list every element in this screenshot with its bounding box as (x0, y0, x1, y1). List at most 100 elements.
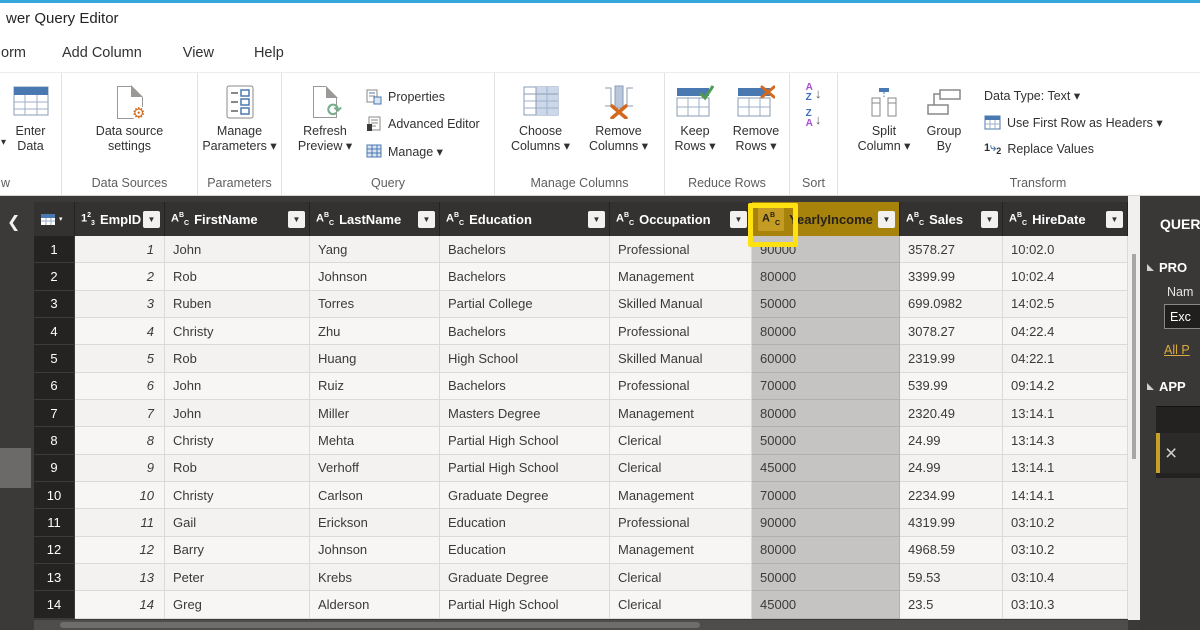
advanced-editor-button[interactable]: Advanced Editor (366, 113, 480, 135)
cell-firstname[interactable]: Peter (165, 564, 310, 592)
cell-education[interactable]: Partial High School (440, 427, 610, 455)
cell-sales[interactable]: 539.99 (900, 372, 1003, 401)
column-type-icon[interactable]: ABC (616, 211, 635, 227)
cell-lastname[interactable]: Johnson (310, 263, 440, 291)
cell-hiredate[interactable]: 03:10.3 (1003, 591, 1128, 619)
cell-empid[interactable]: 10 (75, 482, 165, 510)
cell-occupation[interactable]: Clerical (610, 591, 752, 619)
cell-empid[interactable]: 14 (75, 591, 165, 619)
cell-firstname[interactable]: John (165, 372, 310, 401)
row-number[interactable]: 6 (34, 372, 75, 401)
column-type-icon[interactable]: 123 (81, 211, 95, 227)
cell-occupation[interactable]: Clerical (610, 427, 752, 455)
cell-occupation[interactable]: Professional (610, 236, 752, 264)
choose-columns-button[interactable]: Choose Columns ▾ (506, 80, 576, 154)
cell-firstname[interactable]: Christy (165, 427, 310, 455)
column-type-icon[interactable]: ABC (906, 211, 925, 227)
cell-yearlyincome[interactable]: 80000 (752, 263, 900, 291)
cell-education[interactable]: High School (440, 345, 610, 373)
all-properties-link[interactable]: All P (1164, 343, 1190, 357)
cell-hiredate[interactable]: 03:10.2 (1003, 536, 1128, 565)
cell-occupation[interactable]: Professional (610, 372, 752, 401)
tab-transform-clipped[interactable]: orm (1, 44, 26, 61)
sort-ascending-button[interactable]: A Z ↓ (805, 82, 822, 103)
horizontal-scrollbar-thumb[interactable] (60, 622, 700, 628)
split-column-button[interactable]: Split Column ▾ (856, 80, 912, 154)
cell-education[interactable]: Partial High School (440, 591, 610, 619)
row-number[interactable]: 14 (34, 591, 75, 619)
cell-sales[interactable]: 24.99 (900, 454, 1003, 483)
cell-empid[interactable]: 12 (75, 536, 165, 565)
cell-firstname[interactable]: Rob (165, 263, 310, 291)
column-type-icon[interactable]: ABC (758, 206, 785, 232)
applied-step-selected[interactable]: × (1156, 433, 1200, 473)
cell-hiredate[interactable]: 13:14.1 (1003, 454, 1128, 483)
row-number[interactable]: 11 (34, 509, 75, 537)
sort-descending-button[interactable]: Z A ↓ (805, 108, 822, 129)
cell-hiredate[interactable]: 10:02.4 (1003, 263, 1128, 291)
column-header-empid[interactable]: 123 EmpID ▼ (75, 202, 165, 236)
vertical-scrollbar[interactable] (1128, 196, 1140, 620)
tab-view[interactable]: View (182, 44, 214, 61)
cell-occupation[interactable]: Management (610, 536, 752, 565)
cell-occupation[interactable]: Management (610, 400, 752, 428)
cell-yearlyincome[interactable]: 90000 (752, 509, 900, 537)
cell-occupation[interactable]: Management (610, 263, 752, 291)
row-number[interactable]: 13 (34, 564, 75, 592)
cell-hiredate[interactable]: 03:10.4 (1003, 564, 1128, 592)
horizontal-scrollbar[interactable] (34, 620, 1128, 630)
column-type-icon[interactable]: ABC (171, 211, 190, 227)
properties-button[interactable]: Properties (366, 86, 480, 108)
remove-columns-button[interactable]: Remove Columns ▾ (584, 80, 654, 154)
cell-yearlyincome[interactable]: 70000 (752, 482, 900, 510)
manage-parameters-button[interactable]: Manage Parameters ▾ (198, 80, 281, 154)
use-first-row-button[interactable]: Use First Row as Headers ▾ (984, 111, 1163, 133)
table-menu-icon[interactable]: ▾ (40, 213, 63, 226)
cell-empid[interactable]: 4 (75, 318, 165, 346)
cell-firstname[interactable]: Rob (165, 345, 310, 373)
keep-rows-button[interactable]: Keep Rows ▾ (669, 80, 721, 154)
cell-empid[interactable]: 13 (75, 564, 165, 592)
column-header-sales[interactable]: ABC Sales ▼ (900, 202, 1003, 236)
cell-sales[interactable]: 2234.99 (900, 482, 1003, 510)
cell-sales[interactable]: 3399.99 (900, 263, 1003, 291)
cell-education[interactable]: Graduate Degree (440, 564, 610, 592)
manage-button[interactable]: Manage ▾ (366, 140, 480, 162)
cell-empid[interactable]: 2 (75, 263, 165, 291)
cell-firstname[interactable]: Christy (165, 318, 310, 346)
tab-help[interactable]: Help (253, 44, 284, 61)
cell-sales[interactable]: 59.53 (900, 564, 1003, 592)
replace-values-button[interactable]: 1⤷2 Replace Values (984, 138, 1163, 160)
enter-data-button[interactable]: Enter Data (0, 80, 61, 154)
cell-lastname[interactable]: Huang (310, 345, 440, 373)
cell-yearlyincome[interactable]: 50000 (752, 564, 900, 592)
column-header-lastname[interactable]: ABC LastName ▼ (310, 202, 440, 236)
cell-lastname[interactable]: Torres (310, 290, 440, 319)
cell-firstname[interactable]: Barry (165, 536, 310, 565)
cell-hiredate[interactable]: 04:22.4 (1003, 318, 1128, 346)
row-number[interactable]: 12 (34, 536, 75, 565)
cell-yearlyincome[interactable]: 50000 (752, 427, 900, 455)
select-all-cell[interactable]: ▾ (34, 202, 75, 236)
cell-yearlyincome[interactable]: 60000 (752, 345, 900, 373)
cell-yearlyincome[interactable]: 90000 (752, 236, 900, 264)
cell-yearlyincome[interactable]: 80000 (752, 400, 900, 428)
cell-lastname[interactable]: Erickson (310, 509, 440, 537)
cell-yearlyincome[interactable]: 80000 (752, 536, 900, 565)
queries-pane-handle[interactable] (0, 448, 31, 488)
column-type-icon[interactable]: ABC (446, 211, 465, 227)
cell-sales[interactable]: 4968.59 (900, 536, 1003, 565)
cell-lastname[interactable]: Miller (310, 400, 440, 428)
cell-occupation[interactable]: Professional (610, 509, 752, 537)
cell-lastname[interactable]: Zhu (310, 318, 440, 346)
cell-education[interactable]: Education (440, 536, 610, 565)
cell-education[interactable]: Education (440, 509, 610, 537)
cell-empid[interactable]: 11 (75, 509, 165, 537)
column-header-occupation[interactable]: ABC Occupation ▼ (610, 202, 752, 236)
cell-education[interactable]: Bachelors (440, 372, 610, 401)
cell-yearlyincome[interactable]: 45000 (752, 454, 900, 483)
cell-hiredate[interactable]: 14:02.5 (1003, 290, 1128, 319)
cell-sales[interactable]: 24.99 (900, 427, 1003, 455)
data-type-button[interactable]: Data Type: Text ▾ (984, 84, 1163, 106)
cell-occupation[interactable]: Clerical (610, 564, 752, 592)
